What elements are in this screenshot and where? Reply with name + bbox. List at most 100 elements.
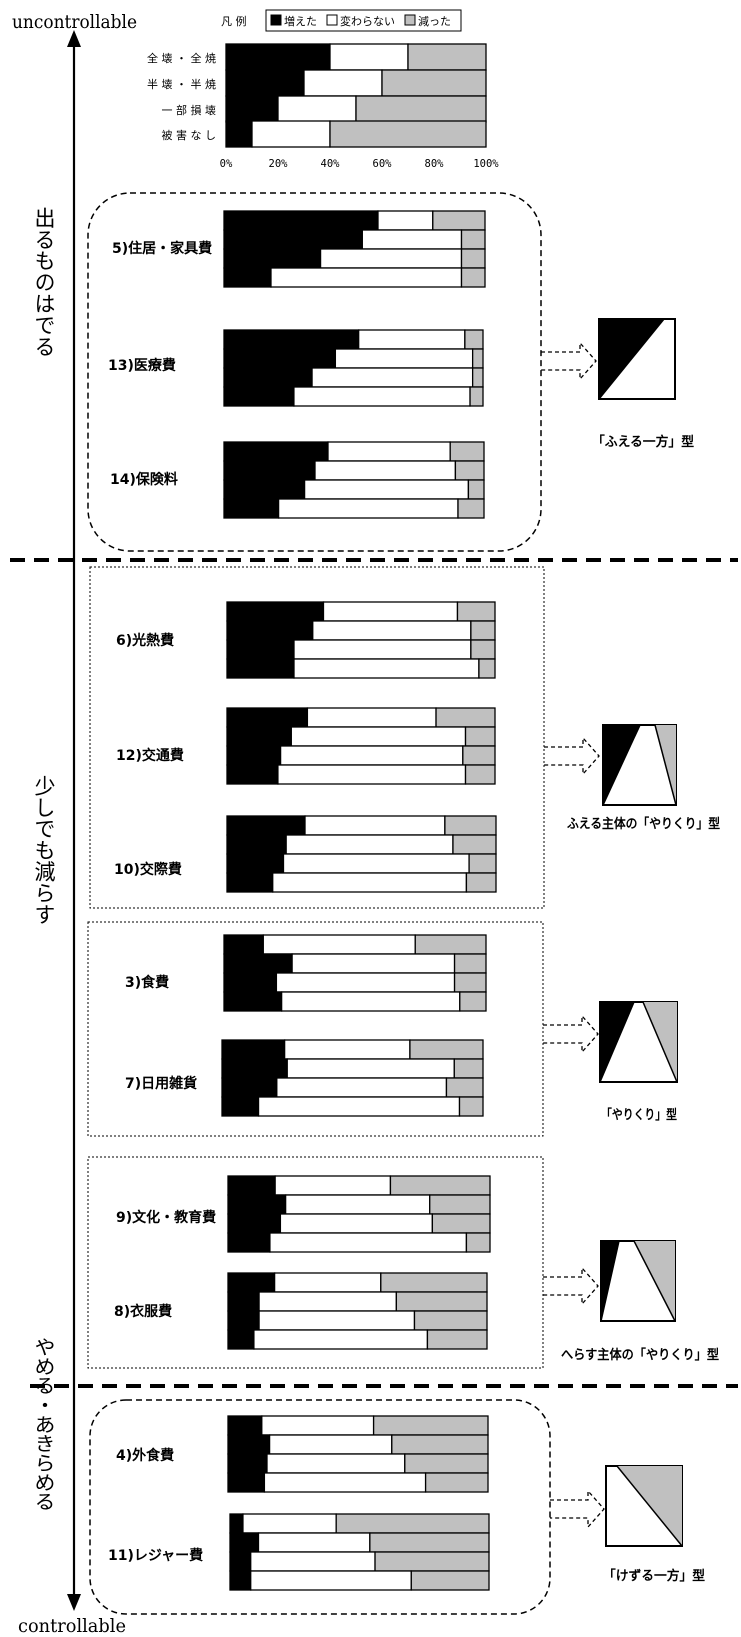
item-category-label: 11)レジャー費 [108, 1547, 203, 1564]
reference-bar-segment-increase [225, 95, 279, 123]
item-bar-segment-increase [221, 1077, 278, 1098]
item-bar [227, 1472, 489, 1493]
item-bar-group: 7)日用雑貨 [125, 1039, 484, 1117]
item-bar-segment-increase [227, 1213, 282, 1234]
pattern-arrow-4 [543, 1266, 599, 1306]
item-bar-segment-same [274, 1175, 392, 1196]
legend-label-decrease: 減った [418, 14, 451, 28]
item-bar-segment-same [268, 1434, 393, 1455]
item-bar-segment-decrease [369, 1532, 490, 1553]
item-bar-segment-increase [226, 834, 287, 855]
item-bar [223, 210, 486, 231]
item-bar-group: 6)光熱費 [116, 601, 496, 679]
item-bar-segment-decrease [471, 367, 484, 388]
reference-bar [225, 69, 487, 97]
item-bar [223, 479, 485, 500]
item-bar-segment-increase [226, 707, 309, 728]
item-bar [221, 1039, 484, 1060]
item-bar-segment-increase [229, 1570, 252, 1591]
item-category-label: 3)食費 [125, 974, 169, 991]
item-bar [226, 834, 497, 855]
item-bar-group: 11)レジャー費 [108, 1513, 490, 1591]
item-bar [227, 1175, 491, 1196]
item-bar-segment-increase [227, 1415, 263, 1436]
item-bar-segment-increase [227, 1291, 260, 1312]
item-bar [223, 441, 485, 462]
item-bar [227, 1415, 489, 1436]
item-bar-segment-decrease [459, 991, 487, 1012]
item-bar-segment-same [327, 441, 451, 462]
item-bar-segment-same [277, 764, 467, 785]
item-bar-segment-decrease [462, 745, 496, 766]
axis-top-label: uncontrollable [12, 11, 137, 33]
item-bar [223, 953, 487, 974]
x-tick-label: 60% [373, 158, 393, 170]
reference-category-label: 全 壊 ・ 全 焼 [147, 51, 216, 65]
item-bar-segment-same [273, 1272, 382, 1293]
item-category-label: 6)光熱費 [116, 632, 174, 649]
item-bar-segment-increase [226, 853, 285, 874]
reference-chart: 全 壊 ・ 全 焼半 壊 ・ 半 焼一 部 損 壊被 害 な し 0% 20% 40%… [147, 43, 499, 170]
item-bar-segment-increase [223, 329, 360, 350]
item-bar [223, 229, 486, 250]
item-bar-group: 10)交際費 [114, 815, 497, 893]
item-category-label: 9)文化・教育費 [116, 1209, 216, 1226]
item-category-label: 5)住居・家具費 [112, 240, 212, 257]
item-bar-segment-decrease [453, 1058, 484, 1079]
reference-bar-segment-decrease [407, 43, 487, 71]
pattern-label-decrease-juggle: へらす主体の「やりくり」型 [561, 1347, 719, 1363]
item-bar-segment-decrease [404, 1453, 489, 1474]
item-bar-segment-decrease [457, 498, 485, 519]
item-bar-segment-same [277, 498, 459, 519]
item-bar-segment-increase [227, 1472, 266, 1493]
item-bar-segment-decrease [453, 972, 487, 993]
item-bar-segment-increase [223, 953, 293, 974]
legend-swatch-decrease [404, 14, 416, 26]
item-bar-segment-same [306, 707, 437, 728]
item-bar [227, 1194, 491, 1215]
item-bar-segment-increase [227, 1434, 271, 1455]
pattern-arrow-2 [544, 736, 600, 776]
pattern-arrow-1 [541, 341, 597, 381]
group-frame-rounded-1 [87, 192, 542, 552]
item-bar-segment-decrease [395, 1291, 488, 1312]
reference-bar-segment-decrease [355, 95, 487, 123]
item-bar-segment-decrease [465, 1232, 491, 1253]
item-bar [227, 1434, 489, 1455]
item-bar-segment-same [242, 1513, 337, 1534]
item-bar-group: 5)住居・家具費 [112, 210, 486, 288]
item-bar-segment-decrease [426, 1329, 488, 1350]
item-category-label: 10)交際費 [114, 861, 182, 878]
item-bar-segment-same [285, 834, 454, 855]
item-bar-segment-same [262, 934, 416, 955]
pattern-icon-juggle [599, 1001, 678, 1083]
pattern-icon-decrease-juggle [600, 1240, 676, 1322]
item-bar-segment-increase [221, 1039, 286, 1060]
item-bar-segment-increase [226, 601, 325, 622]
x-tick-label: 0% [220, 158, 233, 170]
item-bar-segment-decrease [469, 386, 484, 407]
zone-label-text: やめる・あきらめる [32, 1337, 56, 1511]
item-category-label: 7)日用雑貨 [125, 1075, 197, 1092]
legend-box [265, 9, 462, 32]
item-category-label: 8)衣服費 [114, 1303, 172, 1320]
item-bar-segment-same [258, 1310, 416, 1331]
item-bar-segment-decrease [445, 1077, 484, 1098]
reference-bar-segment-increase [225, 120, 253, 148]
item-bar [227, 1291, 488, 1312]
item-bar-segment-increase [227, 1453, 268, 1474]
reference-bar [225, 43, 487, 71]
item-bar-segment-decrease [454, 460, 485, 481]
item-bar-group: 8)衣服費 [114, 1272, 488, 1350]
item-category-label: 14)保険料 [110, 471, 178, 488]
item-bar [227, 1453, 489, 1474]
item-bar-segment-decrease [452, 834, 497, 855]
reference-bar-segment-increase [225, 69, 305, 97]
item-bar [221, 1058, 484, 1079]
item-bar [226, 853, 497, 874]
x-tick-label: 40% [321, 158, 341, 170]
reference-bar-segment-decrease [329, 120, 487, 148]
item-bar-segment-increase [223, 210, 379, 231]
item-bar-segment-same [280, 991, 461, 1012]
item-bar-segment-same [279, 1213, 434, 1234]
